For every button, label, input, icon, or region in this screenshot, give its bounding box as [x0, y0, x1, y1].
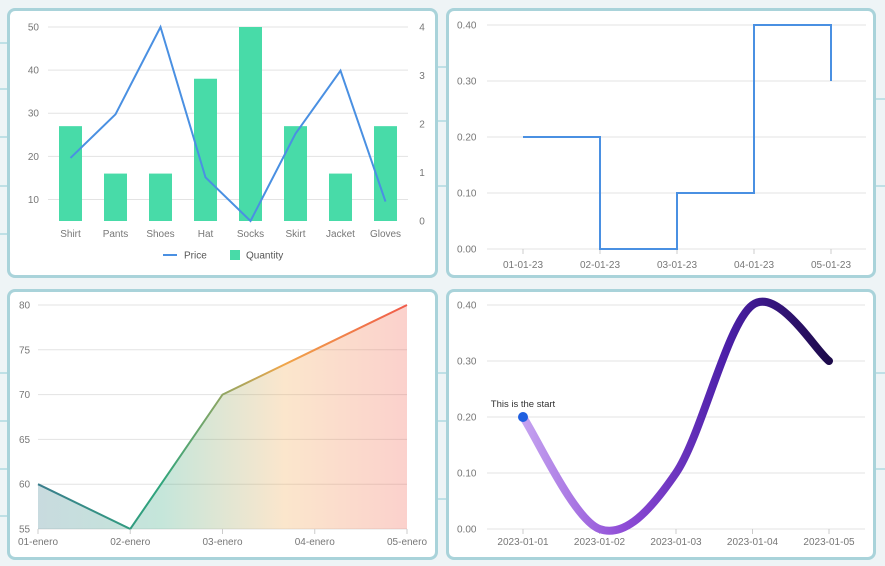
background-line: [438, 185, 446, 187]
y-tick-label-right: 1: [419, 168, 425, 179]
x-tick-label: 04-enero: [295, 537, 335, 548]
y-tick-label: 0.10: [457, 189, 477, 200]
start-annotation: This is the start: [491, 399, 556, 410]
x-tick-label: 2023-01-01: [497, 537, 549, 548]
background-line: [876, 185, 885, 187]
background-line: [876, 468, 885, 470]
panel-step-chart: 0.00 0.10 0.20 0.30 0.40 01-01-23 02-01-23 03-0…: [446, 8, 876, 278]
x-tick-label: 04-01-23: [734, 260, 774, 271]
x-tick-label: Shirt: [60, 229, 81, 240]
y-tick-label-left: 20: [28, 152, 40, 163]
background-line: [0, 515, 7, 517]
x-tick-label: Socks: [237, 229, 264, 240]
background-line: [438, 120, 446, 122]
background-line: [438, 66, 446, 68]
y-tick-label-right: 3: [419, 71, 425, 82]
bar: [239, 27, 262, 221]
x-tick-label: 02-01-23: [580, 260, 620, 271]
step-line: [523, 24, 832, 250]
x-tick-label: 05-enero: [387, 537, 427, 548]
background-line: [0, 136, 7, 138]
y-tick-label-right: 2: [419, 120, 425, 131]
y-tick-label: 0.30: [457, 77, 477, 88]
x-tick-label: 2023-01-04: [727, 537, 779, 548]
bar-line-chart: 10 20 30 40 50 0 1 2 3 4 Shirt Pants Shoes Hat Socks Sk…: [28, 23, 425, 262]
x-tick-label: 03-01-23: [657, 260, 697, 271]
y-tick-label-left: 40: [28, 66, 40, 77]
background-line: [876, 372, 885, 374]
y-tick-label: 0.30: [457, 357, 477, 368]
background-line: [0, 420, 7, 422]
panel-bar-line-chart: 10 20 30 40 50 0 1 2 3 4 Shirt Pants Shoes Hat Socks Sk…: [7, 8, 438, 278]
y-tick-label: 70: [19, 390, 31, 401]
price-line: [69, 24, 387, 223]
y-tick-label: 0.20: [457, 133, 477, 144]
x-tick-label: Pants: [103, 229, 129, 240]
y-tick-label: 0.40: [457, 301, 477, 312]
y-tick-label-right: 4: [419, 23, 425, 34]
start-marker: [518, 412, 528, 422]
bar: [284, 126, 307, 221]
y-tick-label-left: 30: [28, 109, 40, 120]
bar: [194, 78, 217, 221]
x-tick-label: Shoes: [146, 229, 174, 240]
x-tick-label: 03-enero: [202, 537, 242, 548]
y-tick-label: 75: [19, 345, 31, 356]
smooth-line: [519, 298, 833, 535]
background-line: [0, 233, 7, 235]
background-line: [438, 372, 446, 374]
y-tick-label-right: 0: [419, 217, 425, 228]
step-line-chart: 0.00 0.10 0.20 0.30 0.40 01-01-23 02-01-23 03-0…: [457, 21, 866, 271]
x-tick-label: 01-enero: [18, 537, 58, 548]
bar: [329, 173, 352, 221]
y-tick-label: 65: [19, 435, 31, 446]
gradient-area-chart: 55 60 65 70 75 80 01-enero 02-enero 03-enero 04-e…: [18, 301, 427, 549]
x-tick-label: 02-enero: [110, 537, 150, 548]
x-tick-label: 2023-01-05: [803, 537, 855, 548]
legend-price-label: Price: [184, 251, 207, 262]
area-fill: [38, 305, 407, 529]
y-tick-label: 55: [19, 525, 31, 536]
x-tick-label: 01-01-23: [503, 260, 543, 271]
background-line: [438, 420, 446, 422]
y-tick-label: 0.20: [457, 413, 477, 424]
panel-smooth-chart: 0.00 0.10 0.20 0.30 0.40 2023-01-01 2023-01-02…: [446, 289, 876, 560]
background-line: [0, 88, 7, 90]
x-tick-label: Skirt: [286, 229, 306, 240]
x-tick-label: Hat: [198, 229, 214, 240]
background-line: [0, 372, 7, 374]
x-tick-label: Jacket: [326, 229, 355, 240]
y-tick-label: 0.10: [457, 469, 477, 480]
y-tick-label: 0.40: [457, 21, 477, 32]
bar: [374, 126, 397, 221]
area-line: [37, 304, 408, 531]
y-tick-label: 80: [19, 301, 31, 312]
y-tick-label: 60: [19, 480, 31, 491]
background-line: [0, 468, 7, 470]
bar: [149, 173, 172, 221]
x-tick-label: 2023-01-03: [650, 537, 702, 548]
x-tick-label: 05-01-23: [811, 260, 851, 271]
y-tick-label: 0.00: [457, 245, 477, 256]
panel-area-chart: 55 60 65 70 75 80 01-enero 02-enero 03-enero 04-e…: [7, 289, 438, 560]
background-line: [0, 42, 7, 44]
legend-quantity-label: Quantity: [246, 251, 283, 262]
smooth-line-chart: 0.00 0.10 0.20 0.30 0.40 2023-01-01 2023-01-02…: [457, 298, 865, 548]
bar: [59, 126, 82, 221]
y-tick-label: 0.00: [457, 525, 477, 536]
background-line: [0, 185, 7, 187]
bar: [104, 173, 127, 221]
background-line: [438, 498, 446, 500]
y-tick-label-left: 10: [28, 195, 40, 206]
x-tick-label: Gloves: [370, 229, 401, 240]
legend-quantity-swatch: [230, 250, 240, 260]
background-line: [876, 98, 885, 100]
x-tick-label: 2023-01-02: [574, 537, 626, 548]
y-tick-label-left: 50: [28, 23, 40, 34]
